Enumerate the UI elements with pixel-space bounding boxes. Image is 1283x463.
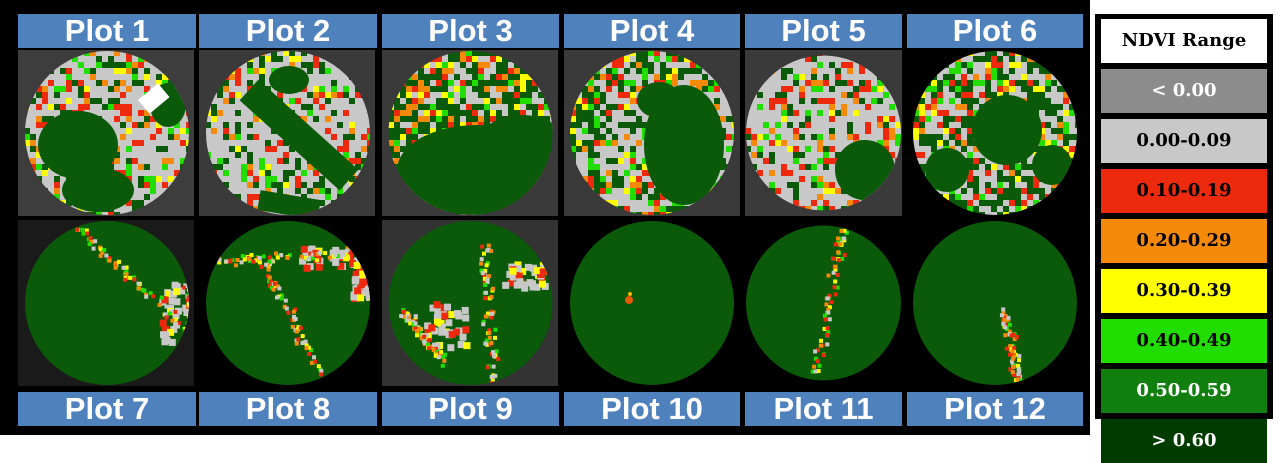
plot-label: Plot 3	[382, 14, 559, 48]
plot-label: Plot 7	[18, 392, 196, 426]
ndvi-legend: NDVI Range < 0.00 0.00-0.09 0.10-0.19 0.…	[1095, 14, 1273, 419]
legend-item: 0.20-0.29	[1101, 219, 1267, 263]
legend-item-last: > 0.60	[1101, 419, 1267, 463]
plot-image	[907, 50, 1083, 216]
plot-image	[199, 220, 377, 386]
legend-item: 0.00-0.09	[1101, 119, 1267, 163]
plot-image	[564, 50, 740, 216]
plot-label: Plot 5	[745, 14, 902, 48]
plot-label: Plot 2	[199, 14, 377, 48]
plot-label: Plot 11	[745, 392, 902, 426]
plot-label: Plot 9	[382, 392, 559, 426]
plot-image	[199, 50, 377, 216]
plot-label: Plot 10	[564, 392, 740, 426]
plot-image	[382, 220, 559, 386]
legend-item: 0.30-0.39	[1101, 269, 1267, 313]
legend-item: 0.10-0.19	[1101, 169, 1267, 213]
plot-label: Plot 1	[18, 14, 196, 48]
plot-image	[18, 50, 196, 216]
plot-label: Plot 8	[199, 392, 377, 426]
plot-image	[745, 50, 902, 216]
plot-image	[564, 220, 740, 386]
legend-item: < 0.00	[1101, 69, 1267, 113]
plot-label: Plot 6	[907, 14, 1083, 48]
plot-label: Plot 12	[907, 392, 1083, 426]
legend-item: 0.40-0.49	[1101, 319, 1267, 363]
legend-item: 0.50-0.59	[1101, 369, 1267, 413]
plot-image	[907, 220, 1083, 386]
plot-image	[382, 50, 559, 216]
plot-image	[745, 220, 902, 386]
legend-title: NDVI Range	[1101, 19, 1267, 63]
plot-image	[18, 220, 196, 386]
plot-label: Plot 4	[564, 14, 740, 48]
